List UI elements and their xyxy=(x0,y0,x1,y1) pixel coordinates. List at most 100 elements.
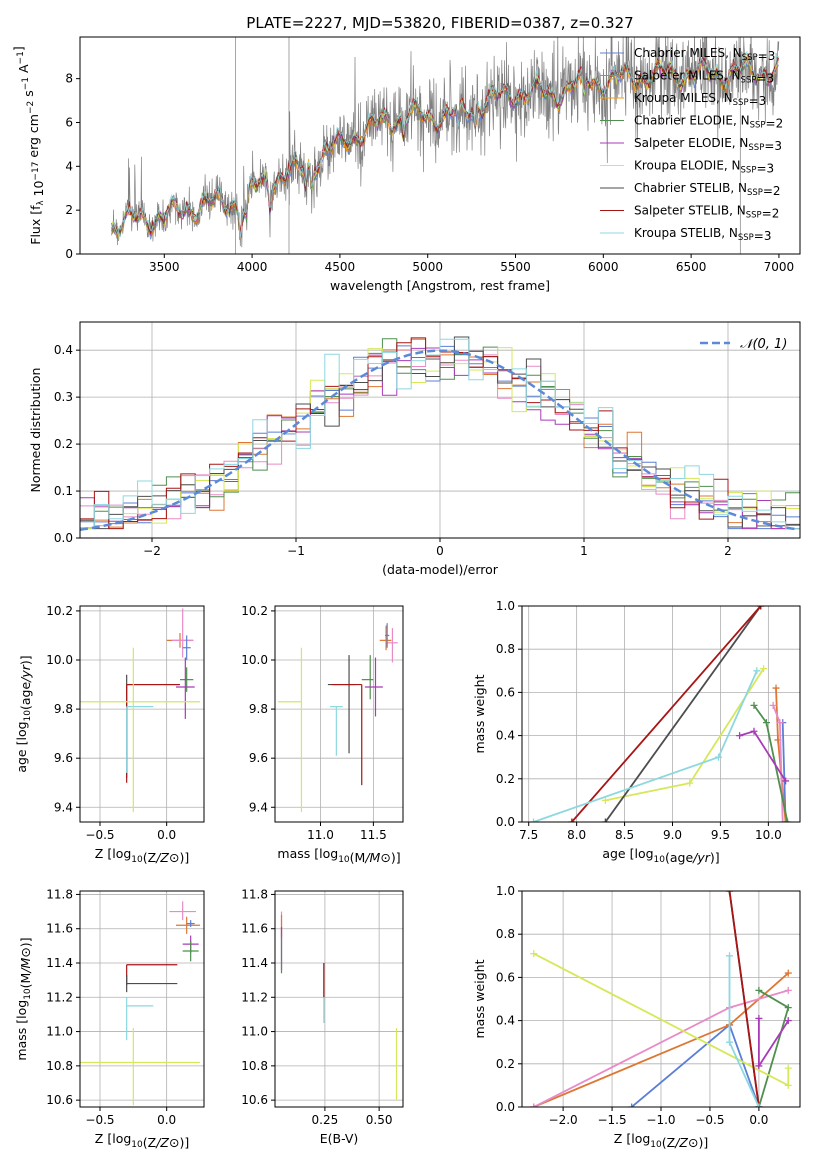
age_vs_mass-panel: 11.0 11.5 9.4 9.6 9.8 10.0 10.2 mass [log10(M/M… xyxy=(241,604,404,865)
mass-weight-line xyxy=(728,891,760,1107)
x-tick-label: 8.0 xyxy=(567,828,586,842)
legend-label: 𝒩(0, 1) xyxy=(740,337,787,352)
x-tick-label: −0.5 xyxy=(695,1113,724,1127)
mass-weight-marker xyxy=(772,684,780,692)
x-tick-label: 3500 xyxy=(149,260,180,274)
spectrum-plot-area xyxy=(111,37,780,254)
y-tick-label: 0.3 xyxy=(54,390,73,404)
x-tick-label: −0.5 xyxy=(85,828,114,842)
x-axis-label: Z [log10(Z/Z⊙)] xyxy=(95,1131,189,1150)
y-tick-label: 11.0 xyxy=(46,1025,73,1039)
x-tick-label: −2 xyxy=(143,544,161,558)
x-tick-label: 0.25 xyxy=(312,1113,339,1127)
x-tick-label: 2 xyxy=(724,544,732,558)
x-axis-label: E(B-V) xyxy=(320,1131,359,1146)
x-tick-label: −2.0 xyxy=(549,1113,578,1127)
mass-weight-line xyxy=(758,989,790,1107)
mass-weight-marker xyxy=(530,950,538,958)
y-tick-label: 11.4 xyxy=(241,956,268,970)
x-tick-label: −0.5 xyxy=(85,1113,114,1127)
mass-weight-marker xyxy=(784,818,792,822)
y-tick-label: 10.6 xyxy=(46,1093,73,1107)
y-tick-label: 0.0 xyxy=(496,815,515,829)
mass-weight-marker xyxy=(782,818,790,822)
spectrum-panel: 3500 4000 4500 5000 5500 6000 6500 7000 0 2 4 6 8 wav… xyxy=(11,36,801,293)
x-tick-label: 10.0 xyxy=(755,828,782,842)
x-tick-label: 4000 xyxy=(237,260,268,274)
mass-weight-marker xyxy=(736,732,744,740)
y-tick-label: 11.2 xyxy=(46,990,73,1004)
mass-weight-marker xyxy=(726,952,734,960)
y-tick-label: 0.2 xyxy=(496,772,515,786)
y-tick-label: 0.4 xyxy=(496,1014,515,1028)
mass-weight-marker xyxy=(686,779,694,787)
legend-label: Salpeter STELIB, NSSP=2 xyxy=(634,204,779,221)
weight_vs_z-plot-area xyxy=(530,891,792,1107)
legend-label: Salpeter ELODIE, NSSP=3 xyxy=(634,136,782,153)
plot-layer: 3500 4000 4500 5000 5500 6000 6500 7000 0 2 4 6 8 wav… xyxy=(11,36,801,1150)
x-tick-label: 6500 xyxy=(676,260,707,274)
mass_vs_ebv-panel: 0.25 0.50 10.6 10.8 11.0 11.2 11.4 11.6 11.8 E(B-… xyxy=(241,887,404,1146)
y-tick-label: 8 xyxy=(65,72,73,86)
mass-weight-marker xyxy=(784,969,792,977)
y-tick-label: 1.0 xyxy=(496,599,515,613)
y-tick-label: 9.6 xyxy=(54,751,73,765)
plot-frame xyxy=(274,605,404,823)
x-tick-label: 7.5 xyxy=(519,828,538,842)
y-axis-label: mass weight xyxy=(472,959,487,1038)
y-tick-label: 11.6 xyxy=(241,922,268,936)
residual-histogram xyxy=(80,338,800,538)
y-tick-label: 9.6 xyxy=(249,751,268,765)
mass-weight-marker xyxy=(779,818,787,822)
spectrum-legend: Chabrier MILES, NSSP=3 Salpeter MILES, NS… xyxy=(600,46,783,243)
y-tick-label: 10.8 xyxy=(241,1059,268,1073)
y-tick-label: 0.2 xyxy=(54,437,73,451)
plot-frame xyxy=(79,605,205,823)
y-tick-label: 9.8 xyxy=(249,702,268,716)
mass-weight-marker xyxy=(755,986,763,994)
y-tick-label: 0.4 xyxy=(496,729,515,743)
mass-weight-marker xyxy=(784,1081,792,1089)
y-tick-label: 0.2 xyxy=(496,1057,515,1071)
x-tick-label: 11.0 xyxy=(307,828,334,842)
plot-frame xyxy=(521,605,801,823)
y-tick-label: 11.8 xyxy=(241,887,268,901)
x-tick-label: −1 xyxy=(287,544,305,558)
y-tick-label: 11.4 xyxy=(46,956,73,970)
y-tick-label: 0.6 xyxy=(496,970,515,984)
legend-label: Salpeter MILES, NSSP=3 xyxy=(634,69,774,86)
x-tick-label: 1 xyxy=(580,544,588,558)
x-axis-label: age [log10(age/yr)] xyxy=(602,846,719,865)
age_vs_z-plot-area xyxy=(80,608,200,813)
y-tick-label: 4 xyxy=(65,159,73,173)
mass-weight-marker xyxy=(776,719,784,727)
y-tick-label: 11.2 xyxy=(241,990,268,1004)
x-axis-label: Z [log10(Z/Z⊙)] xyxy=(95,846,189,865)
y-tick-label: 0.8 xyxy=(496,642,515,656)
weight_vs_z-panel: −2.0 −1.5 −1.0 −0.5 0.0 0.0 0.2 0.4 0.6 0.8 1.0 Z [… xyxy=(472,884,801,1150)
x-tick-label: 0.0 xyxy=(749,1113,768,1127)
y-tick-label: 11.0 xyxy=(241,1025,268,1039)
mass-weight-marker xyxy=(762,719,770,727)
normal-distribution-curve xyxy=(80,349,798,532)
y-tick-label: 2 xyxy=(65,203,73,217)
residuals-plot-area xyxy=(80,336,800,538)
mass-weight-marker xyxy=(782,777,790,785)
y-tick-label: 0.4 xyxy=(54,343,73,357)
legend-label: Chabrier STELIB, NSSP=2 xyxy=(634,181,781,198)
x-tick-label: 5000 xyxy=(412,260,443,274)
mass-weight-marker xyxy=(568,818,576,822)
y-tick-label: 10.2 xyxy=(241,604,268,618)
x-tick-label: −1.5 xyxy=(597,1113,626,1127)
y-tick-label: 9.8 xyxy=(54,702,73,716)
x-tick-label: 5500 xyxy=(500,260,531,274)
mass-weight-line xyxy=(781,722,787,822)
legend-label: Chabrier ELODIE, NSSP=2 xyxy=(634,114,783,131)
mass-weight-marker xyxy=(757,606,765,610)
y-axis-label: mass weight xyxy=(472,674,487,753)
age_vs_z-panel: −0.5 0.0 9.4 9.6 9.8 10.0 10.2 Z [log10(Z/Z⊙)] a… xyxy=(14,604,205,865)
mass-weight-line xyxy=(533,670,758,822)
x-axis-label: (data-model)/error xyxy=(382,562,499,577)
y-tick-label: 0.6 xyxy=(496,685,515,699)
